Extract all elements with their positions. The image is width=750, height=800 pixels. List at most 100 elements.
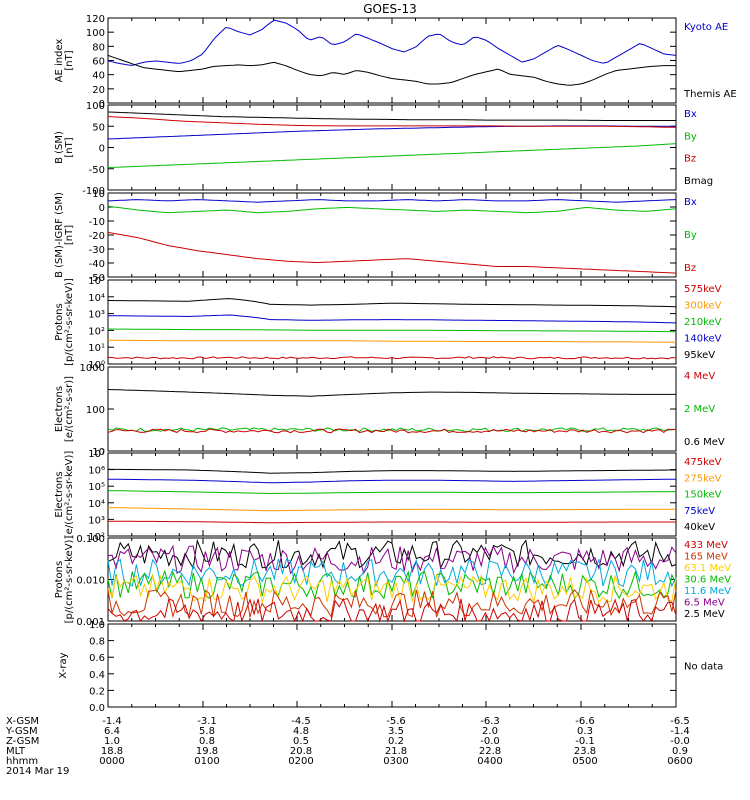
series-line-bx (107, 125, 676, 140)
footer-value: 0500 (572, 756, 597, 767)
y-tick-label: 0.4 (89, 670, 105, 681)
y-tick-label: 80 (92, 42, 105, 53)
legend-entry: 11.6 MeV (684, 586, 731, 597)
y-tick-label: 0.010 (76, 576, 105, 587)
y-tick-label: 100 (86, 101, 105, 112)
legend-entry: 2.5 MeV (684, 609, 725, 620)
y-axis-label: [p/(cm²-s-sr-keV)] (64, 278, 75, 366)
panel-protons_mev: 0.001 0.010 0.100 Protons [p/(cm²-s-sr-keV)]… (54, 534, 731, 628)
y-axis-label: [e/(cm²-s-sr-keV)] (64, 451, 75, 539)
series-line-2-5-mev (107, 538, 677, 570)
legend-entry: 150keV (684, 490, 722, 501)
legend-entry: Bz (684, 154, 696, 165)
y-tick-label: 10³ (88, 515, 105, 526)
footer-value: -0.0 (480, 736, 500, 747)
legend-entry: 6.5 MeV (684, 598, 725, 609)
y-tick-label: 50 (92, 122, 105, 133)
y-tick-label: 0 (99, 203, 105, 214)
series-line-by (107, 205, 677, 214)
y-tick-label: 120 (86, 14, 105, 25)
y-axis-label: AE index (54, 39, 65, 83)
y-tick-label: -50 (89, 273, 105, 284)
y-tick-label: 10³ (88, 310, 105, 321)
series-line-kyoto-ae (107, 19, 677, 66)
y-axis-label: B (SM)-IGRF (SM) (54, 192, 65, 278)
footer-value: -6.3 (480, 716, 500, 727)
legend-entry: 2 MeV (684, 404, 715, 415)
y-tick-label: -20 (89, 231, 105, 242)
footer-value: 1.0 (104, 736, 120, 747)
footer-value: 5.8 (199, 726, 215, 737)
legend-entry: 63.1 MeV (684, 563, 731, 574)
series-line-433-mev (107, 597, 677, 623)
y-tick-label: 10⁷ (88, 449, 105, 460)
footer-value: 0000 (99, 756, 124, 767)
panel-ae: 0 20 40 60 80 100 120 AE index [nT] Kyoto AE Themi… (54, 14, 737, 110)
series-line-95kev (108, 298, 677, 308)
footer-value: 2.0 (482, 726, 498, 737)
series-line-475kev (107, 520, 676, 524)
footer-value: 23.8 (574, 746, 596, 757)
panel-protons_hi: 10⁰ 10¹ 10² 10³ 10⁴ 10⁵ Protons [p/(cm²-s-sr-ke… (54, 276, 722, 371)
footer-value: -3.1 (197, 716, 217, 727)
legend-entry: 75keV (684, 506, 715, 517)
y-tick-label: 60 (92, 57, 105, 68)
y-tick-label: 100 (86, 405, 105, 416)
footer-value: 19.8 (196, 746, 218, 757)
y-tick-label: -40 (89, 259, 105, 270)
plot-title: GOES-13 (363, 2, 417, 16)
footer-value: -6.5 (670, 716, 690, 727)
legend-entry: Bz (684, 263, 696, 274)
y-tick-label: 0.100 (76, 534, 105, 545)
panel-frame (107, 279, 677, 365)
y-tick-label: 0.001 (76, 617, 105, 628)
y-tick-label: 10⁴ (88, 293, 105, 304)
y-tick-label: 10² (88, 532, 105, 543)
legend-entry: 475keV (684, 457, 722, 468)
legend-entry: 140keV (684, 334, 722, 345)
footer-row-label: hhmm (6, 756, 38, 767)
series-line-165-mev (107, 589, 677, 619)
footer-value: -5.6 (386, 716, 406, 727)
y-tick-label: 0.2 (89, 686, 105, 697)
series-line-bz (107, 231, 677, 274)
series-line-150kev (107, 490, 676, 495)
series-line-210kev (108, 328, 677, 333)
series-line-75kev (108, 478, 676, 484)
legend-entry: Kyoto AE (684, 22, 728, 33)
footer-value: 21.8 (385, 746, 407, 757)
footer-value: 18.8 (101, 746, 123, 757)
y-tick-label: 10⁶ (88, 466, 105, 477)
series-line-575kev (108, 356, 677, 360)
panel-electrons_mev: 10 100 1000 Electrons [e/(cm²-s-sr)] 4 MeV 2 M… (54, 363, 725, 458)
y-tick-label: 20 (92, 85, 105, 96)
footer-value: 0400 (477, 756, 502, 767)
y-tick-label: 10⁰ (88, 360, 105, 371)
legend-entry: Bx (684, 109, 697, 120)
footer-value: 3.5 (388, 726, 404, 737)
footer-value: -1.4 (670, 726, 690, 737)
y-axis-label: [nT] (64, 137, 75, 157)
footer-value: -6.6 (575, 716, 595, 727)
footer-row-label: MLT (6, 746, 26, 757)
footer-value: 0200 (288, 756, 313, 767)
y-axis-label: [nT] (64, 225, 75, 245)
series-line-by (107, 143, 677, 169)
legend-entry: Bmag (684, 176, 713, 187)
y-tick-label: 1.0 (89, 620, 105, 631)
series-line-4-mev (107, 428, 677, 434)
y-tick-label: 100 (86, 28, 105, 39)
y-axis-label: [p/(cm²-s-sr-keV)] (64, 536, 75, 624)
legend-entry: 30.6 MeV (684, 575, 731, 586)
legend-entry: 275keV (684, 473, 722, 484)
series-line-40kev (107, 468, 676, 474)
footer-value: 22.8 (479, 746, 501, 757)
series-line-300kev (108, 339, 676, 343)
y-axis-label: [e/(cm²-s-sr)] (64, 376, 75, 442)
panel-electrons_kev: 10² 10³ 10⁴ 10⁵ 10⁶ 10⁷ Electrons [e/(cm²-s-sr-… (54, 449, 722, 543)
